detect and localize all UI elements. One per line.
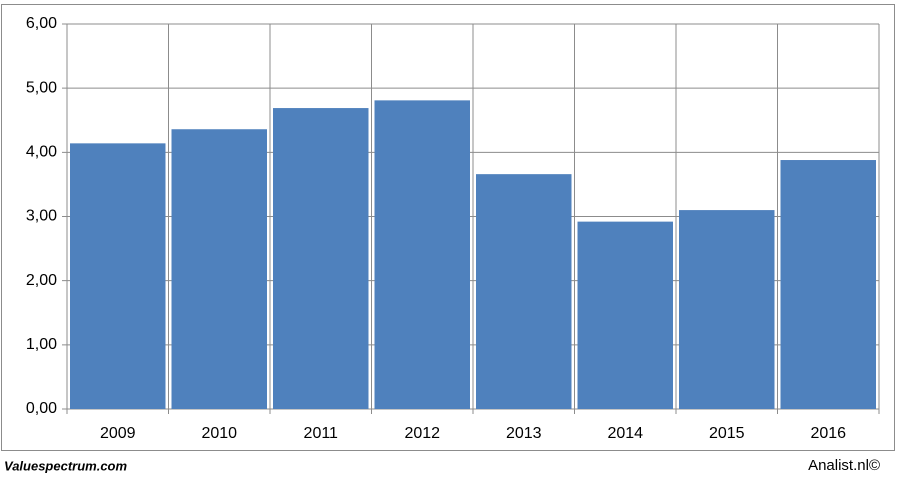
y-tick-label: 3,00 xyxy=(26,208,57,225)
footer-right: Analist.nl© xyxy=(808,457,880,474)
bar xyxy=(273,108,369,409)
x-tick-label: 2011 xyxy=(304,425,339,442)
bar xyxy=(679,210,775,409)
y-tick-label: 1,00 xyxy=(26,336,57,353)
x-tick-label: 2009 xyxy=(100,425,136,442)
bar xyxy=(374,100,470,409)
y-tick-label: 0,00 xyxy=(26,400,57,417)
x-tick-label: 2015 xyxy=(709,425,745,442)
bar xyxy=(476,174,572,409)
bar xyxy=(70,143,166,409)
y-tick-label: 5,00 xyxy=(26,79,57,96)
x-tick-label: 2013 xyxy=(506,425,542,442)
bar xyxy=(171,129,267,409)
y-tick-label: 6,00 xyxy=(26,15,57,32)
x-tick-label: 2012 xyxy=(404,425,440,442)
x-tick-label: 2014 xyxy=(607,425,643,442)
bar xyxy=(577,221,673,409)
y-tick-label: 2,00 xyxy=(26,272,57,289)
x-tick-label: 2016 xyxy=(810,425,846,442)
x-tick-label: 2010 xyxy=(201,425,237,442)
bar xyxy=(780,160,876,409)
footer-left: Valuespectrum.com xyxy=(4,458,128,473)
y-tick-label: 4,00 xyxy=(26,144,57,161)
